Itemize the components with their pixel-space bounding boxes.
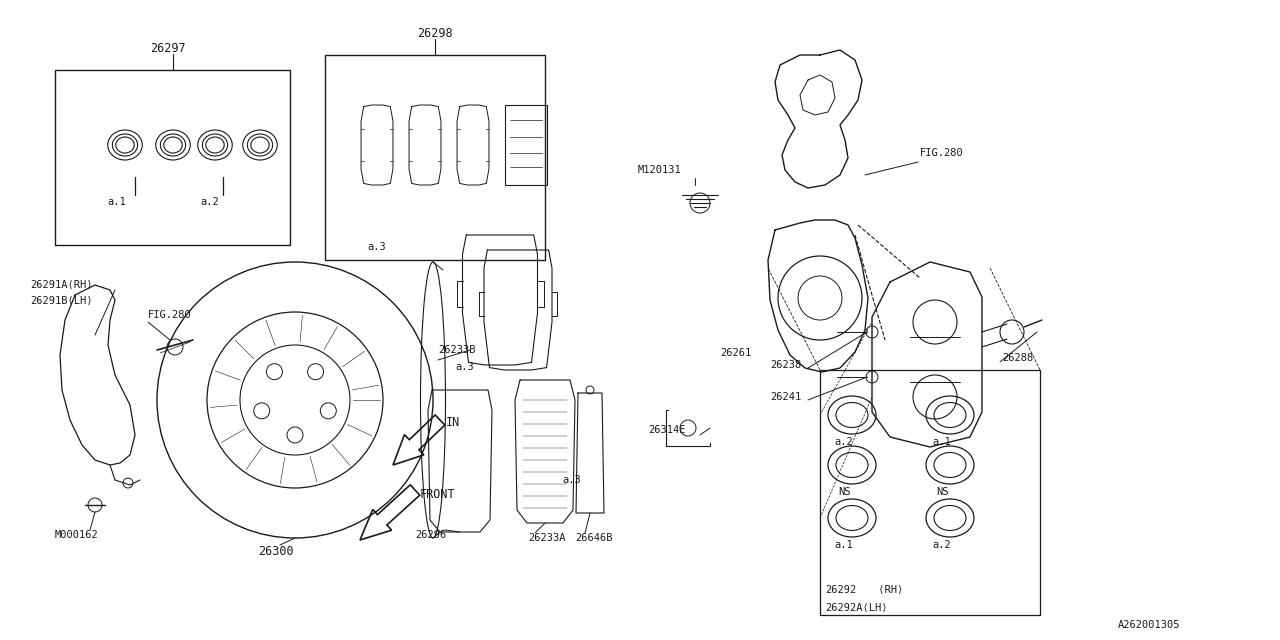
Text: FIG.280: FIG.280: [148, 310, 192, 320]
Text: 26288: 26288: [1002, 353, 1033, 363]
Bar: [325, 55, 545, 260]
Text: 26297: 26297: [150, 42, 186, 55]
Text: FRONT: FRONT: [420, 488, 456, 501]
Text: 26261: 26261: [721, 348, 751, 358]
Text: a.1: a.1: [108, 197, 127, 207]
Bar: [55, 70, 291, 245]
Text: 26241: 26241: [771, 392, 801, 402]
Text: 26292: 26292: [826, 585, 856, 595]
Text: M000162: M000162: [55, 530, 99, 540]
Text: 26233A: 26233A: [529, 533, 566, 543]
Text: a.1: a.1: [835, 540, 854, 550]
Text: a.3: a.3: [454, 362, 474, 372]
Text: 26238: 26238: [771, 360, 801, 370]
Text: ⟨RH⟩: ⟨RH⟩: [872, 585, 904, 595]
Text: 26314E: 26314E: [648, 425, 686, 435]
Bar: [820, 370, 1039, 615]
Text: NS: NS: [936, 487, 948, 497]
Text: 26298: 26298: [417, 27, 453, 40]
Text: NS: NS: [837, 487, 850, 497]
Text: 26291B⟨LH⟩: 26291B⟨LH⟩: [29, 296, 92, 306]
Text: a.3: a.3: [367, 242, 387, 252]
Text: FIG.280: FIG.280: [920, 148, 964, 158]
Text: 26300: 26300: [259, 545, 293, 558]
Text: a.2: a.2: [835, 437, 854, 447]
Bar: [506, 105, 547, 185]
Text: 26291A⟨RH⟩: 26291A⟨RH⟩: [29, 280, 92, 290]
Text: 26646B: 26646B: [575, 533, 613, 543]
Text: 26292A⟨LH⟩: 26292A⟨LH⟩: [826, 603, 887, 613]
Text: a.3: a.3: [562, 475, 581, 485]
Text: 26233B: 26233B: [438, 345, 475, 355]
Text: M120131: M120131: [637, 165, 682, 175]
Text: 26296: 26296: [415, 530, 447, 540]
Text: a.2: a.2: [201, 197, 219, 207]
Text: A262001305: A262001305: [1117, 620, 1180, 630]
Text: a.2: a.2: [933, 540, 951, 550]
Text: a.1: a.1: [933, 437, 951, 447]
Text: IN: IN: [445, 416, 461, 429]
